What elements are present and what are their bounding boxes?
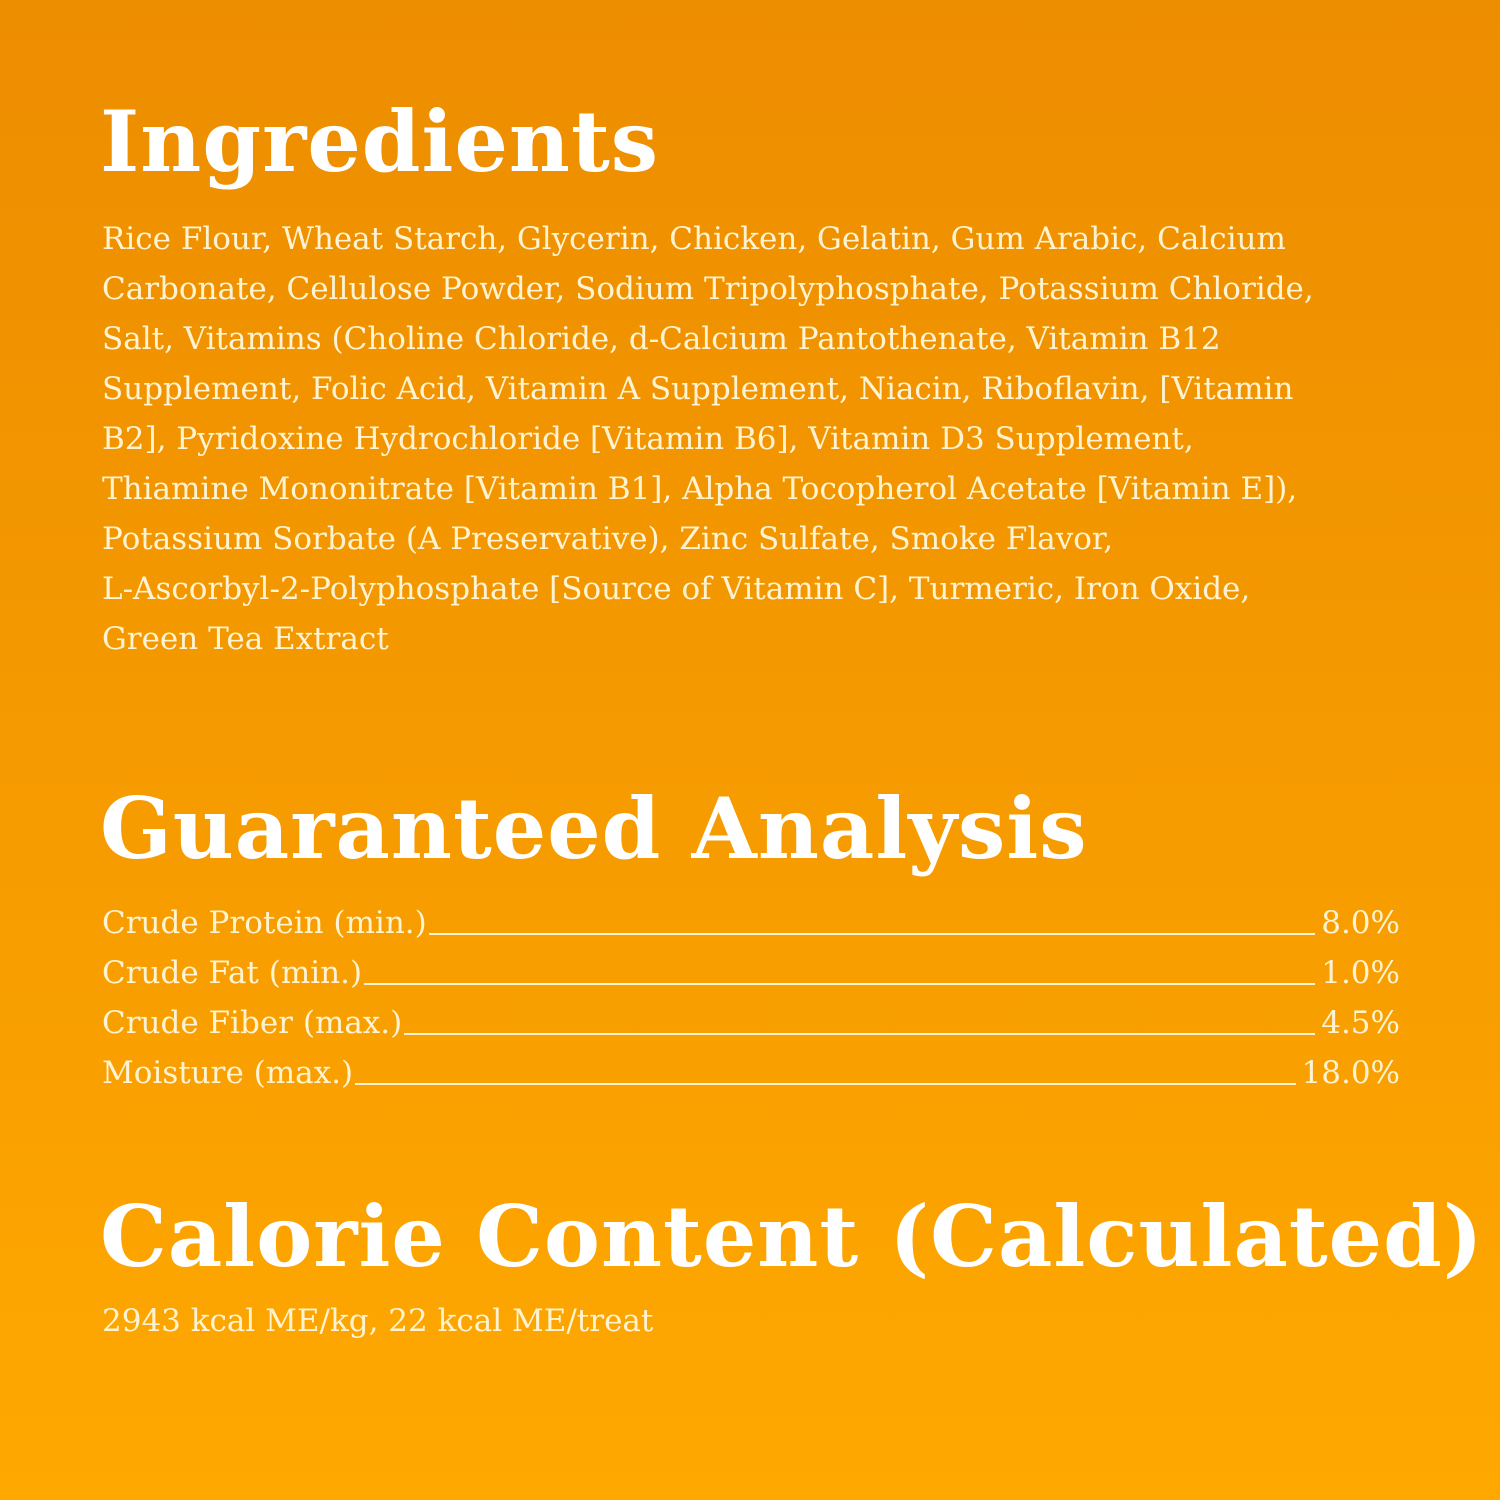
analysis-label: Crude Protein (min.): [102, 905, 427, 941]
ingredients-line: Salt, Vitamins (Choline Chloride, d-Calc…: [102, 321, 1221, 357]
analysis-row: Crude Protein (min.) 8.0%: [102, 898, 1400, 948]
ingredients-line: Rice Flour, Wheat Starch, Glycerin, Chic…: [102, 221, 1286, 257]
analysis-row: Crude Fat (min.) 1.0%: [102, 948, 1400, 998]
analysis-value: 18.0%: [1301, 1055, 1400, 1091]
guaranteed-analysis-heading: Guaranteed Analysis: [100, 779, 1088, 878]
analysis-value: 4.5%: [1321, 1005, 1400, 1041]
ingredients-line: B2], Pyridoxine Hydrochloride [Vitamin B…: [102, 421, 1194, 457]
calorie-content-heading: Calorie Content (Calculated): [100, 1187, 1484, 1286]
analysis-label: Crude Fiber (max.): [102, 1005, 403, 1041]
leader-line: [428, 933, 1316, 935]
ingredients-line: L-Ascorbyl-2-Polyphosphate [Source of Vi…: [102, 571, 1251, 607]
guaranteed-analysis-table: Crude Protein (min.) 8.0% Crude Fat (min.…: [102, 898, 1400, 1098]
analysis-row: Crude Fiber (max.) 4.5%: [102, 998, 1400, 1048]
leader-line: [404, 1033, 1316, 1035]
ingredients-line: Carbonate, Cellulose Powder, Sodium Trip…: [102, 271, 1314, 307]
calorie-content-text: 2943 kcal ME/kg, 22 kcal ME/treat: [102, 1303, 654, 1339]
ingredients-list: Rice Flour, Wheat Starch, Glycerin, Chic…: [102, 214, 1314, 664]
analysis-value: 8.0%: [1321, 905, 1400, 941]
leader-line: [364, 983, 1316, 985]
ingredients-line: Supplement, Folic Acid, Vitamin A Supple…: [102, 371, 1294, 407]
analysis-label: Crude Fat (min.): [102, 955, 363, 991]
ingredients-heading: Ingredients: [100, 92, 660, 191]
analysis-label: Moisture (max.): [102, 1055, 354, 1091]
leader-line: [355, 1083, 1296, 1085]
ingredients-line: Green Tea Extract: [102, 621, 389, 657]
ingredients-line: Potassium Sorbate (A Preservative), Zinc…: [102, 521, 1114, 557]
ingredients-line: Thiamine Mononitrate [Vitamin B1], Alpha…: [102, 471, 1298, 507]
analysis-value: 1.0%: [1321, 955, 1400, 991]
analysis-row: Moisture (max.) 18.0%: [102, 1048, 1400, 1098]
